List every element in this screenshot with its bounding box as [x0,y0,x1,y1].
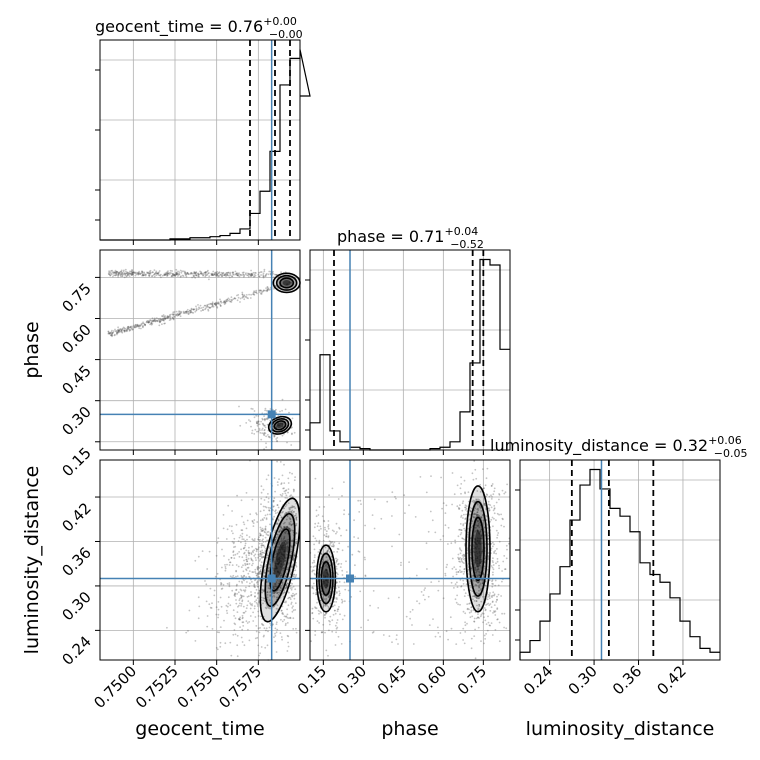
geocent-phase-upper-contour-2 [279,277,295,289]
geocent-xtick-label-2: 0.7550 [174,662,224,712]
phase-ytick-label-0: 0.15 [58,444,94,480]
ylabel-phase: phase [21,321,43,378]
geocent-hist-frame [99,39,301,241]
title-luminosity-distance: luminosity_distance = 0.32+0.06 −0.05 [490,434,748,460]
phase-ldist-right-density-3 [474,530,482,568]
phase-ldist-right-contour-2 [471,516,485,582]
xlabel-geocent-time: geocent_time [135,718,264,740]
phase-ldist-truth-marker [346,574,354,583]
geocent-xtick-label-3: 0.7575 [215,662,265,712]
geocent-ldist-contour-2 [269,528,291,592]
geocent-phase-frame [99,249,301,451]
phase-ldist-frame [309,459,511,661]
xlabel-luminosity-distance: luminosity_distance [526,718,715,740]
geocent-phase-upper-density-3 [282,280,291,286]
phase-ytick-label-4: 0.75 [58,279,94,315]
ldist-xtick-label-0: 0.24 [520,662,556,698]
phase-ldist-right-density-1 [468,498,488,600]
geocent-phase-lower-density-3 [276,422,284,428]
geocent-xtick-label-0: 0.7500 [90,662,140,712]
title-phase: phase = 0.71+0.04 −0.52 [337,225,484,251]
geocent-ldist-frame [99,459,301,661]
title-geocent-time: geocent_time = 0.76+0.00 −0.00 [95,15,303,41]
xlabel-phase: phase [381,718,438,740]
ldist-ytick-label-3: 0.42 [58,499,94,535]
phase-xtick-label-1: 0.30 [334,662,370,698]
phase-ldist-right-contour-0 [465,485,491,613]
phase-xtick-label-2: 0.45 [374,662,410,698]
geocent-hist-histogram [100,49,311,241]
geocent-ldist-density-3 [274,541,286,579]
geocent-ldist-density-0 [260,498,300,622]
geocent-phase-upper-density-2 [279,277,294,289]
geocent-phase-lower-contour-2 [273,420,287,431]
ldist-xtick-label-3: 0.42 [653,662,689,698]
ldist-hist-histogram [519,468,720,660]
ldist-xtick-label-2: 0.36 [609,662,645,698]
geocent-phase-upper-contour-1 [275,274,298,291]
ylabel-luminosity-distance: luminosity_distance [21,466,43,655]
phase-xtick-label-3: 0.60 [414,662,450,698]
phase-xtick-label-4: 0.75 [454,662,490,698]
phase-ldist-right-density-2 [471,514,485,584]
phase-ldist-right-contour-1 [468,500,488,597]
geocent-xtick-label-1: 0.7525 [132,662,182,712]
ldist-ytick-label-2: 0.36 [58,544,94,580]
ldist-xtick-label-1: 0.30 [565,662,601,698]
phase-ytick-label-3: 0.60 [58,321,94,357]
geocent-phase-truth-marker [267,410,276,419]
phase-xtick-label-0: 0.15 [294,662,330,698]
ldist-hist-frame [519,459,721,661]
geocent-ldist-contour-0 [259,497,301,623]
phase-ytick-label-2: 0.45 [58,362,94,398]
ldist-ytick-label-1: 0.30 [58,588,94,624]
geocent-ldist-truth-marker [267,574,276,583]
phase-ytick-label-1: 0.30 [58,403,94,439]
phase-hist-frame [309,249,511,451]
ldist-ytick-label-0: 0.24 [58,632,94,668]
geocent-ldist-contour-1 [264,512,296,608]
phase-hist-histogram [309,258,510,451]
geocent-phase-lower-contour-0 [267,415,293,435]
